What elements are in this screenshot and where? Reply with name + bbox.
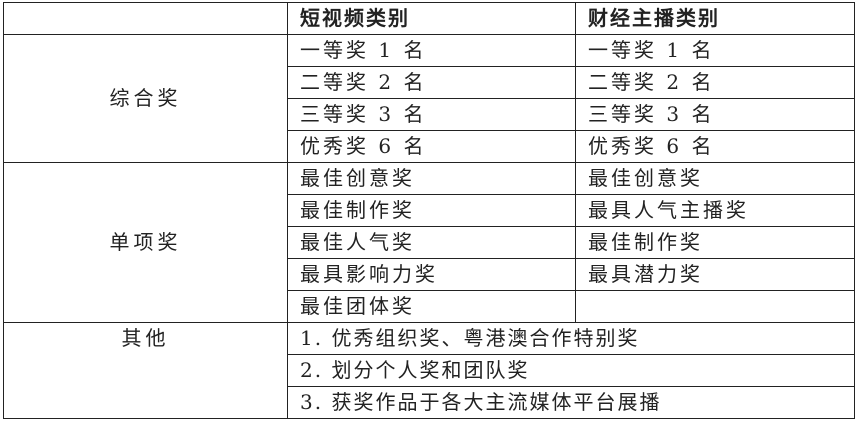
category-other: 其他 (3, 322, 288, 419)
table-row: 其他 1. 优秀组织奖、粤港澳合作特别奖 (3, 322, 855, 419)
cell: 二等奖 2 名 (575, 66, 855, 99)
cell: 二等奖 2 名 (287, 66, 576, 99)
cell: 最佳人气奖 (287, 226, 576, 259)
cell (575, 290, 855, 323)
cell: 最具影响力奖 (287, 258, 576, 291)
cell: 最佳创意奖 (287, 162, 576, 195)
cell: 2. 划分个人奖和团队奖 (287, 354, 855, 387)
table-row: 最佳人气奖 最佳制作奖 (4, 226, 855, 259)
header-row: 短视频类别 财经主播类别 (3, 2, 855, 35)
table-row: 3. 获奖作品于各大主流媒体平台展播 (4, 386, 855, 419)
cell: 一等奖 1 名 (287, 34, 576, 67)
cell: 最具人气主播奖 (575, 194, 855, 227)
cell: 最佳制作奖 (287, 194, 576, 227)
table-row: 二等奖 2 名 二等奖 2 名 (4, 66, 855, 99)
cell: 三等奖 3 名 (287, 98, 576, 131)
table-row: 最佳团体奖 (4, 290, 855, 323)
header-empty (3, 2, 288, 35)
table-row: 单项奖 最佳创意奖 最佳创意奖 (3, 162, 855, 323)
cell: 一等奖 1 名 (575, 34, 855, 67)
cell: 最佳创意奖 (575, 162, 855, 195)
cell: 最具潜力奖 (575, 258, 855, 291)
cell: 3. 获奖作品于各大主流媒体平台展播 (287, 386, 855, 419)
cell: 优秀奖 6 名 (575, 130, 855, 163)
header-finance-anchor: 财经主播类别 (575, 2, 855, 35)
table-row: 最具影响力奖 最具潜力奖 (4, 258, 855, 291)
cell: 最佳团体奖 (287, 290, 576, 323)
awards-table: 短视频类别 财经主播类别 综合奖 一等奖 1 名 一等奖 1 名 二等奖 2 名… (3, 2, 855, 419)
cell: 最佳制作奖 (575, 226, 855, 259)
category-comprehensive: 综合奖 (3, 34, 288, 163)
header-short-video: 短视频类别 (287, 2, 576, 35)
cell: 1. 优秀组织奖、粤港澳合作特别奖 (287, 322, 855, 355)
category-individual: 单项奖 (3, 162, 288, 323)
table-row: 综合奖 一等奖 1 名 一等奖 1 名 (3, 34, 855, 163)
cell: 优秀奖 6 名 (287, 130, 576, 163)
cell: 三等奖 3 名 (575, 98, 855, 131)
